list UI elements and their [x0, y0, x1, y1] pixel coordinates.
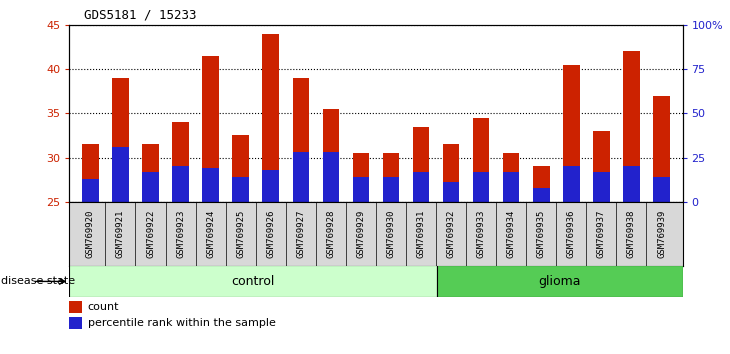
Text: GSM769928: GSM769928 [326, 210, 335, 258]
Text: glioma: glioma [539, 275, 581, 288]
Bar [82, 144, 99, 202]
Bar [202, 168, 219, 202]
Bar [142, 144, 159, 202]
Bar [653, 96, 670, 202]
Text: GSM769927: GSM769927 [296, 210, 305, 258]
Bar [232, 135, 249, 202]
Bar [112, 147, 128, 202]
Bar [443, 144, 459, 202]
Text: GSM769932: GSM769932 [447, 210, 456, 258]
Bar [353, 177, 369, 202]
Bar [443, 182, 459, 202]
Bar [653, 177, 670, 202]
Bar [263, 170, 279, 202]
Text: count: count [88, 302, 119, 312]
Bar [202, 56, 219, 202]
Text: GSM769936: GSM769936 [566, 210, 576, 258]
Bar [69, 317, 82, 329]
Bar [293, 152, 309, 202]
Text: GSM769920: GSM769920 [86, 210, 95, 258]
Text: GSM769939: GSM769939 [657, 210, 666, 258]
Text: GSM769934: GSM769934 [507, 210, 515, 258]
Bar [232, 177, 249, 202]
Bar [383, 177, 399, 202]
Text: GDS5181 / 15233: GDS5181 / 15233 [84, 8, 196, 21]
Bar [323, 152, 339, 202]
Text: GSM769923: GSM769923 [176, 210, 185, 258]
Bar [69, 266, 437, 297]
Bar [563, 166, 580, 202]
Text: control: control [231, 275, 275, 288]
Bar [263, 34, 279, 202]
Bar [172, 166, 189, 202]
Bar [353, 153, 369, 202]
Bar [593, 172, 610, 202]
Bar [437, 266, 683, 297]
Bar [593, 131, 610, 202]
Bar [69, 301, 82, 313]
Text: GSM769922: GSM769922 [146, 210, 155, 258]
Text: GSM769938: GSM769938 [627, 210, 636, 258]
Text: GSM769937: GSM769937 [597, 210, 606, 258]
Bar [533, 166, 550, 202]
Bar [473, 118, 489, 202]
Bar [503, 153, 520, 202]
Text: GSM769933: GSM769933 [477, 210, 485, 258]
Bar [563, 65, 580, 202]
Bar [172, 122, 189, 202]
Bar [412, 126, 429, 202]
Bar [623, 51, 639, 202]
Text: GSM769931: GSM769931 [417, 210, 426, 258]
Bar [473, 172, 489, 202]
Text: GSM769935: GSM769935 [537, 210, 546, 258]
Bar [503, 172, 520, 202]
Bar [142, 172, 159, 202]
Bar [533, 188, 550, 202]
Bar [323, 109, 339, 202]
Text: disease state: disease state [1, 276, 75, 286]
Bar [412, 172, 429, 202]
Text: GSM769930: GSM769930 [386, 210, 396, 258]
Text: percentile rank within the sample: percentile rank within the sample [88, 318, 276, 328]
Bar [293, 78, 309, 202]
Text: GSM769929: GSM769929 [356, 210, 366, 258]
Bar [112, 78, 128, 202]
Text: GSM769921: GSM769921 [116, 210, 125, 258]
Bar [383, 153, 399, 202]
Text: GSM769925: GSM769925 [237, 210, 245, 258]
Bar [623, 166, 639, 202]
Bar [82, 179, 99, 202]
Text: GSM769924: GSM769924 [206, 210, 215, 258]
Text: GSM769926: GSM769926 [266, 210, 275, 258]
